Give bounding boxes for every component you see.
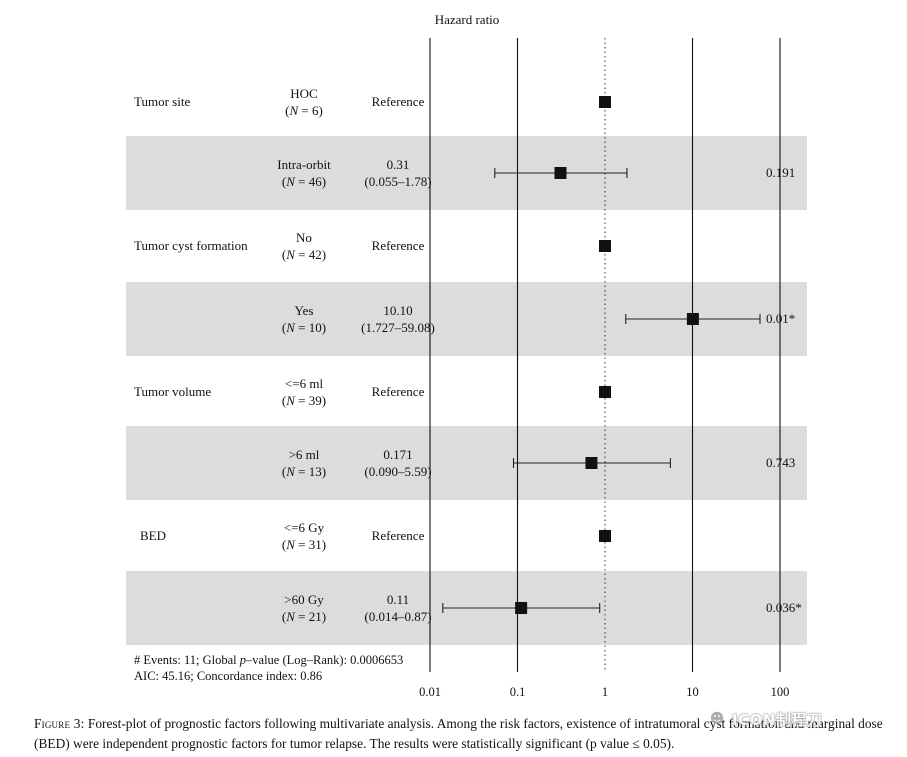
level-label: <=6 ml [285,376,324,391]
hazard-ratio-marker [599,96,611,108]
n-label: (N = 13) [282,464,326,479]
footnote: # Events: 11; Global p–value (Log–Rank):… [134,653,403,667]
confidence-interval: (0.090–5.59) [364,464,431,479]
x-tick-label: 0.1 [510,685,526,699]
factor-label: Tumor volume [134,384,211,399]
row-bands [126,136,807,645]
level-label: No [296,230,312,245]
hazard-ratio-value: Reference [372,94,425,109]
hazard-ratio-value: Reference [372,528,425,543]
hazard-ratio-value: Reference [372,238,425,253]
caption-text: Forest-plot of prognostic factors follow… [34,716,883,751]
level-label: Yes [295,303,314,318]
hazard-ratio-marker [515,602,528,614]
hazard-ratio-value: 0.171 [383,447,412,462]
hazard-ratio-marker [585,457,598,469]
decade-gridlines [429,38,781,672]
level-label: Intra-orbit [277,157,331,172]
confidence-interval: (0.055–1.78) [364,174,431,189]
n-label: (N = 6) [285,103,323,118]
hazard-ratio-marker [686,313,699,325]
factor-label: Tumor site [134,94,190,109]
n-label: (N = 10) [282,320,326,335]
n-label: (N = 31) [282,537,326,552]
chart-title: Hazard ratio [435,12,500,27]
x-tick-label: 10 [686,685,699,699]
level-label: >6 ml [289,447,320,462]
n-label: (N = 39) [282,393,326,408]
footnotes: # Events: 11; Global p–value (Log–Rank):… [134,653,403,683]
watermark-text: ICON制程刀 [732,710,823,729]
hazard-ratio-value: 10.10 [383,303,412,318]
figure-caption: Figure 3: Forest-plot of prognostic fact… [34,714,904,754]
row-labels: Tumor site HOC (N = 6) Reference Intra-orbit… [134,86,802,624]
hazard-ratio-marker [554,167,567,179]
hazard-ratio-value: Reference [372,384,425,399]
n-label: (N = 21) [282,609,326,624]
p-value: 0.036* [766,600,802,615]
forest-plot: Tumor site HOC (N = 6) Reference Intra-orbit… [126,12,807,699]
confidence-interval: (0.014–0.87) [364,609,431,624]
caption-label: Figure 3: [34,716,85,731]
x-tick-label: 1 [602,685,608,699]
level-label: <=6 Gy [284,520,325,535]
level-label: >60 Gy [284,592,324,607]
factor-label: Tumor cyst formation [134,238,248,253]
n-label: (N = 42) [282,247,326,262]
p-value: 0.743 [766,455,795,470]
x-tick-label: 100 [771,685,790,699]
x-axis-ticks: 0.01 0.1 1 10 100 [419,685,789,699]
hazard-ratio-marks [442,96,761,614]
hazard-ratio-marker [599,530,611,542]
hazard-ratio-marker [599,386,611,398]
hazard-ratio-marker [599,240,611,252]
n-label: (N = 46) [282,174,326,189]
factor-label: BED [140,528,166,543]
level-label: HOC [290,86,317,101]
x-tick-label: 0.01 [419,685,441,699]
watermark: ☻ ICON制程刀 [706,708,896,730]
hazard-ratio-value: 0.31 [387,157,410,172]
p-value: 0.01* [766,311,795,326]
hazard-ratio-value: 0.11 [387,592,409,607]
footnote: AIC: 45.16; Concordance index: 0.86 [134,669,322,683]
row-band [126,136,807,210]
p-value: 0.191 [766,165,795,180]
row-band [126,426,807,500]
confidence-interval: (1.727–59.08) [361,320,435,335]
wechat-icon: ☻ [709,711,725,727]
